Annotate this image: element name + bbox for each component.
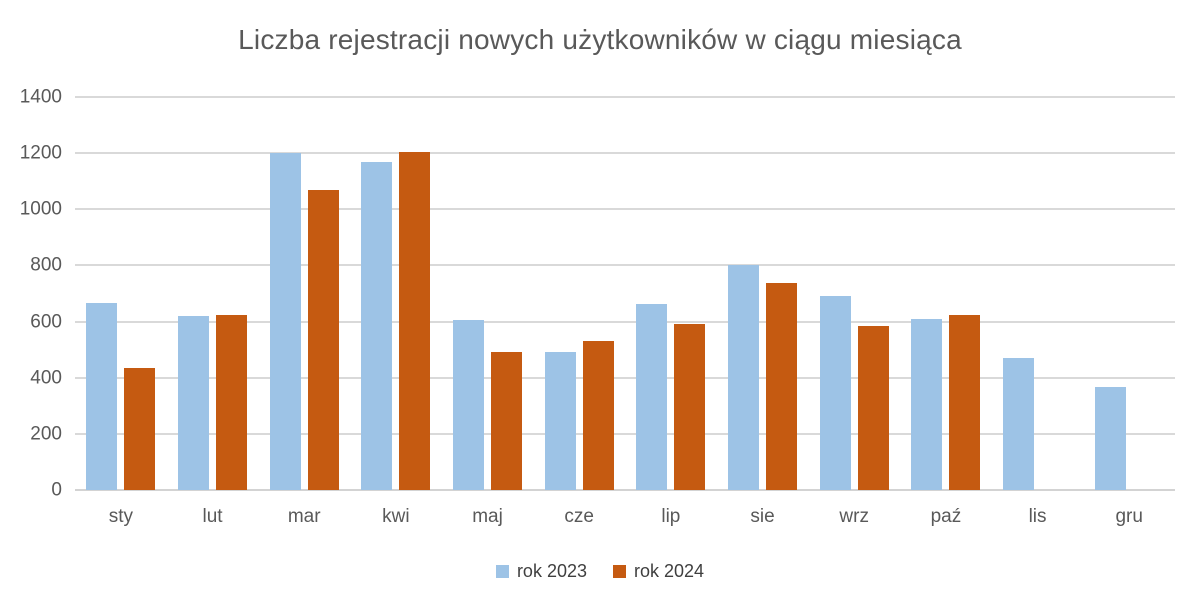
bar-rok-2024-paź (949, 315, 981, 490)
x-tick-label-wrz: wrz (839, 506, 869, 527)
y-tick-label-600: 600 (30, 311, 62, 333)
gridline-1200 (75, 152, 1175, 155)
bar-rok-2024-lip (674, 324, 706, 490)
bar-group-lip (625, 97, 717, 490)
gridline-200 (75, 432, 1175, 435)
bar-rok-2024-kwi (399, 151, 431, 490)
legend-swatch-rok-2023 (495, 565, 509, 578)
y-tick-label-1200: 1200 (19, 142, 62, 164)
y-tick-label-400: 400 (30, 367, 62, 389)
bar-group-sie (717, 97, 809, 490)
legend-item-rok-2024: rok 2024 (613, 561, 704, 582)
x-tick-label-lip: lip (661, 506, 681, 527)
bar-rok-2024-cze (582, 340, 614, 490)
legend-label-rok-2023: rok 2023 (516, 561, 587, 581)
bar-group-wrz (808, 97, 900, 490)
x-tick-label-sie: sie (750, 506, 775, 527)
x-tick-label-maj: maj (472, 506, 503, 527)
bar-rok-2023-wrz (819, 296, 851, 490)
bar-rok-2023-gru (1094, 387, 1126, 490)
x-tick-label-lis: lis (1028, 506, 1047, 527)
gridline-400 (75, 376, 1175, 379)
bar-rok-2023-maj (453, 320, 485, 490)
y-axis: 0 200 400 600 800 1000 1200 1400 (0, 88, 62, 500)
bar-rok-2024-sie (766, 283, 798, 490)
bar-rok-2023-cze (544, 351, 576, 490)
gridline-1000 (75, 208, 1175, 211)
plot-area (75, 96, 1175, 491)
gridline-0 (75, 489, 1175, 491)
bar-group-gru (1083, 97, 1175, 490)
bar-group-lut (167, 97, 259, 490)
chart-title: Liczba rejestracji nowych użytkowników w… (238, 24, 962, 55)
gridline-1400 (75, 96, 1175, 98)
x-tick-label-cze: cze (564, 506, 594, 527)
x-axis: sty lut mar kwi maj cze lip sie wrz paź lis gru (75, 506, 1175, 528)
bar-group-mar (258, 97, 350, 490)
legend-swatch-rok-2024 (613, 565, 626, 578)
bar-group-lis (992, 97, 1084, 490)
bar-group-cze (533, 97, 625, 490)
bar-rok-2023-sty (86, 303, 118, 490)
bar-rok-2023-lip (636, 304, 668, 490)
gridline-600 (75, 320, 1175, 323)
bar-group-kwi (350, 97, 442, 490)
bar-rok-2024-mar (307, 190, 339, 490)
y-tick-label-1000: 1000 (19, 198, 62, 220)
gridline-800 (75, 264, 1175, 267)
bar-rok-2023-paź (911, 318, 943, 490)
bar-group-maj (442, 97, 534, 490)
bar-rok-2024-lut (216, 314, 247, 490)
bar-rok-2023-lis (1003, 358, 1035, 490)
legend-item-rok-2023: rok 2023 (495, 561, 587, 582)
legend: rok 2023 rok 2024 (0, 561, 1200, 582)
bar-rok-2023-lut (178, 315, 209, 490)
x-tick-label-mar: mar (287, 506, 321, 527)
x-tick-label-kwi: kwi (382, 506, 410, 527)
y-tick-label-800: 800 (30, 254, 62, 276)
legend-label-rok-2024: rok 2024 (634, 561, 705, 581)
bar-rok-2023-mar (269, 153, 301, 490)
x-tick-label-gru: gru (1115, 506, 1143, 527)
bar-rok-2023-kwi (361, 161, 393, 490)
bar-group-paź (900, 97, 992, 490)
bar-rok-2024-wrz (857, 326, 889, 490)
y-tick-label-200: 200 (30, 423, 62, 445)
bar-rok-2024-sty (124, 367, 156, 490)
x-tick-label-paź: paź (930, 506, 962, 527)
bar-columns (75, 97, 1175, 490)
x-tick-label-lut: lut (202, 506, 223, 527)
x-tick-label-sty: sty (108, 506, 133, 527)
y-tick-label-1400: 1400 (19, 86, 62, 108)
y-tick-label-0: 0 (51, 479, 62, 501)
bar-group-sty (75, 97, 167, 490)
bar-rok-2024-maj (491, 352, 523, 490)
bar-rok-2023-sie (728, 264, 760, 490)
